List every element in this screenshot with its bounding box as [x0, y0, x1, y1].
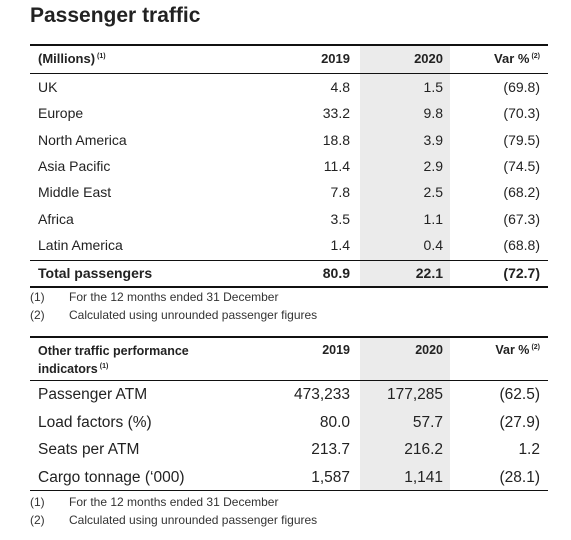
footnote-text: For the 12 months ended 31 December — [69, 495, 279, 509]
cell-value: 3.5 — [330, 210, 350, 227]
row-label: Load factors (%) — [38, 413, 152, 431]
column-header: (Millions) (1) — [38, 51, 106, 66]
highlight-column — [360, 337, 450, 490]
column-header: 2020 — [414, 51, 443, 66]
footnote-text: Calculated using unrounded passenger fig… — [69, 308, 318, 322]
cell-value: 9.8 — [423, 105, 443, 122]
cell-value: 213.7 — [311, 441, 350, 459]
cell-value: 18.8 — [322, 131, 350, 148]
column-header: 2019 — [322, 343, 350, 357]
column-header-text: 2020 — [414, 51, 443, 66]
column-header: 2019 — [321, 51, 350, 66]
rule — [30, 490, 548, 491]
row-label: Passenger ATM — [38, 386, 148, 403]
rule — [30, 336, 548, 338]
column-header: Other traffic performance indicators (1) — [38, 343, 208, 377]
column-header-text: 2019 — [322, 343, 350, 357]
cell-value: 11.4 — [323, 157, 350, 174]
row-label: Middle East — [38, 184, 112, 201]
footnote-marker: (1) — [99, 363, 109, 370]
footnote-number: (2) — [30, 308, 45, 322]
highlight-column — [360, 45, 450, 287]
cell-value: (28.1) — [499, 469, 541, 487]
cell-value: 177,285 — [386, 386, 443, 403]
cell-value: 0.4 — [423, 236, 443, 253]
rule — [30, 44, 548, 46]
row-label: Latin America — [38, 236, 123, 253]
cell-value: (27.9) — [499, 413, 541, 431]
row-label: Europe — [38, 105, 84, 122]
cell-value: 3.9 — [423, 131, 443, 148]
cell-value: (68.8) — [503, 236, 540, 253]
cell-value: 216.2 — [404, 441, 443, 459]
total-value: (72.7) — [503, 265, 540, 281]
footnote-marker: (2) — [531, 52, 540, 60]
column-header-text: Var % — [495, 343, 530, 357]
cell-value: 1.5 — [423, 79, 443, 95]
cell-value: 2.5 — [423, 184, 443, 201]
cell-value: 1,141 — [404, 469, 443, 487]
cell-value: (62.5) — [499, 386, 541, 403]
column-header-text: (Millions) — [38, 51, 96, 66]
total-value: 22.1 — [415, 265, 443, 281]
row-label: Asia Pacific — [38, 157, 111, 174]
row-label: Seats per ATM — [38, 441, 140, 459]
rule — [30, 73, 548, 74]
cell-value: 7.8 — [330, 184, 350, 201]
footnote-number: (1) — [30, 495, 45, 509]
footnote-number: (2) — [30, 513, 45, 527]
column-header-text: 2019 — [321, 51, 350, 66]
page-title: Passenger traffic — [30, 4, 201, 27]
cell-value: 80.0 — [319, 413, 350, 431]
rule — [30, 380, 548, 381]
row-label: UK — [38, 79, 58, 95]
total-label: Total passengers — [38, 265, 153, 281]
column-header-text: 2020 — [415, 343, 443, 357]
cell-value: 4.8 — [330, 79, 350, 95]
cell-value: 2.9 — [423, 157, 443, 174]
row-label: North America — [38, 131, 127, 148]
cell-value: 1.4 — [330, 236, 350, 253]
column-header: 2020 — [415, 343, 443, 357]
cell-value: 1.1 — [423, 210, 443, 227]
column-header: Var % (2) — [495, 343, 540, 357]
cell-value: (70.3) — [503, 105, 540, 122]
column-header-text: Var % — [494, 51, 530, 66]
row-label: Africa — [38, 210, 74, 227]
rule — [30, 260, 548, 261]
cell-value: (68.2) — [503, 184, 540, 201]
cell-value: 1,587 — [311, 469, 350, 487]
footnote-marker: (2) — [531, 343, 540, 351]
cell-value: 57.7 — [412, 413, 443, 431]
column-header-text: Other traffic performance indicators — [38, 344, 189, 377]
cell-value: 33.2 — [322, 105, 350, 122]
cell-value: (74.5) — [503, 157, 540, 174]
cell-value: (69.8) — [503, 79, 540, 95]
footnote-number: (1) — [30, 290, 45, 304]
column-header: Var % (2) — [494, 51, 540, 66]
footnote-text: Calculated using unrounded passenger fig… — [69, 513, 318, 527]
row-label: Cargo tonnage (‘000) — [38, 469, 185, 487]
total-value: 80.9 — [322, 265, 350, 281]
cell-value: 1.2 — [518, 441, 540, 459]
cell-value: 473,233 — [293, 386, 350, 403]
cell-value: (79.5) — [503, 131, 540, 148]
cell-value: (67.3) — [503, 210, 540, 227]
rule — [30, 286, 548, 288]
footnote-text: For the 12 months ended 31 December — [69, 290, 279, 304]
footnote-marker: (1) — [97, 52, 106, 60]
